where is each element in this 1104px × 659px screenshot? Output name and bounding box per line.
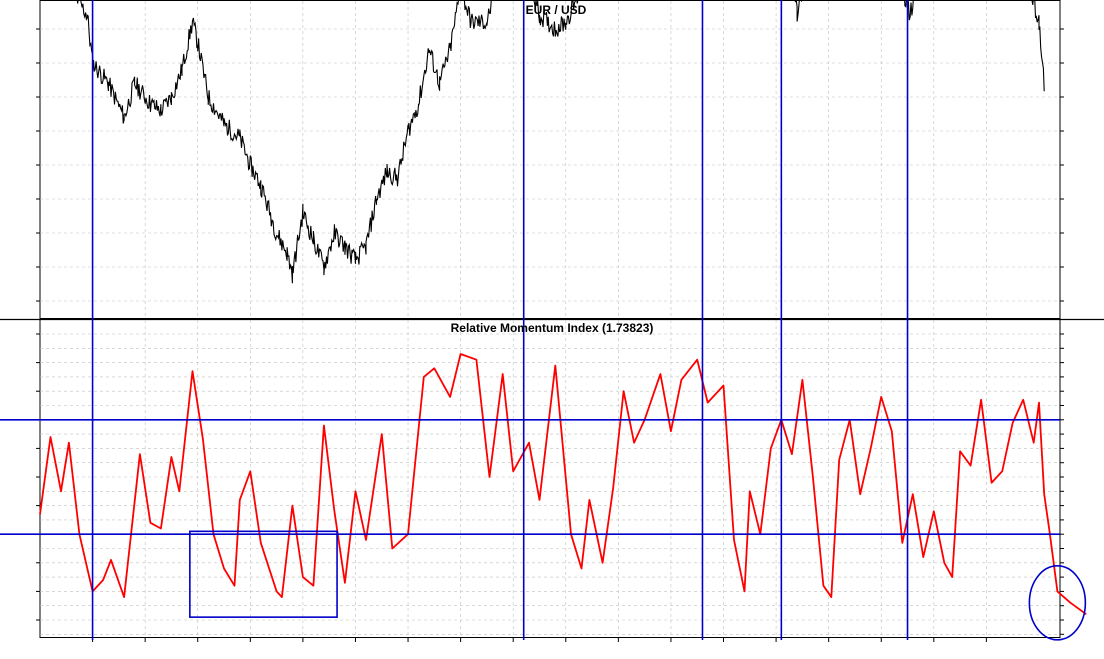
- price-chart-title: EUR / USD: [526, 3, 587, 17]
- price-plot-frame: [39, 0, 1061, 319]
- momentum-chart-title: Relative Momentum Index (1.73823): [451, 321, 654, 335]
- highlight-rectangle: [189, 530, 338, 618]
- momentum-index-series: [39, 353, 1087, 616]
- eurusd-price-series: [76, 0, 1045, 284]
- highlight-ellipse: [1028, 565, 1087, 641]
